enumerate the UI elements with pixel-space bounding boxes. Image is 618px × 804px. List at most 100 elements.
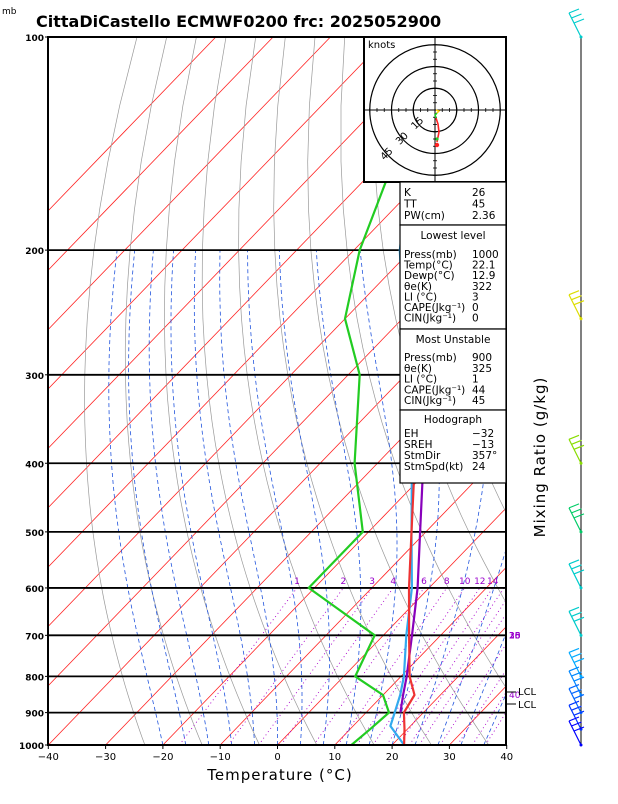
wind-barb-dot [580,462,583,465]
wind-barb-flag [569,560,579,564]
wind-barb-500 [569,504,584,534]
mixing-ratio-line [419,588,523,745]
dry-adiabat [202,37,317,745]
hodograph-units: knots [368,40,395,51]
hodograph-marker [435,137,438,140]
pressure-tick-1000: 1000 [19,742,44,752]
mixing-ratio-label-6: 6 [421,577,427,587]
wind-barb-flag [574,711,584,715]
mixing-ratio-line [472,588,573,745]
wind-barb-dot [580,317,583,320]
wind-barb-600 [569,560,584,590]
pressure-tick-700: 700 [25,632,44,642]
wind-barb-flag [569,717,579,721]
mixing-ratio-line [485,588,585,745]
wind-barb-250 [569,291,584,321]
wind-barb-flag [572,509,582,513]
wind-barb-flag [574,570,584,574]
mixing-ratio-label-14: 14 [487,577,499,587]
wind-barb-flag [574,658,584,662]
wind-barb-dot [580,36,583,39]
wind-barb-flag [574,677,584,681]
wind-barb-flag [569,504,579,508]
mixing-ratio-label-8: 8 [444,577,450,587]
chart-title: CittaDiCastello ECMWF0200 frc: 202505290… [36,12,441,31]
lcl-label-2: LCL [518,700,537,711]
mu-value-4: 45 [472,395,485,407]
wind-barb-flag [574,301,584,305]
pressure-tick-400: 400 [25,460,44,470]
moist-adiabat [109,250,163,745]
mixing-ratio-line [440,588,543,745]
dry-adiabat [125,37,202,745]
dry-adiabat [552,37,618,745]
wind-barb-flag [574,445,584,449]
isotherm-line [0,37,618,745]
x-tick-label-40: 40 [500,752,513,763]
general-value-0: 26 [472,187,486,199]
wind-barb-flag [572,565,582,569]
wind-barb-flag [574,727,584,731]
wind-barb-dot [580,586,583,589]
moist-adiabat [360,250,397,745]
mixing-ratio-line [259,588,372,745]
moist-adiabat [316,250,361,745]
mu-label-4: CIN(Jkg⁻¹) [404,395,456,407]
mixing-ratio-label-12: 12 [474,577,485,587]
lowest-label-6: CIN(Jkg⁻¹) [404,313,456,325]
pressure-tick-500: 500 [25,529,44,539]
wind-barb-flag [572,722,582,726]
x-tick-label--40: −40 [38,752,59,763]
storm-motion-marker [435,143,439,147]
hodo-label-3: StmSpd(kt) [404,461,463,473]
wind-barb-flag [569,291,579,295]
general-label-0: K [404,187,412,199]
wind-barb-flag [569,9,579,13]
lowest-value-6: 0 [472,313,479,325]
mixing-ratio-line [281,588,393,745]
x-tick-label-0: 0 [274,752,280,763]
isotherm-line [0,37,330,745]
general-label-2: PW(cm) [404,210,445,222]
x-tick-label-30: 30 [443,752,456,763]
wind-barbs [569,9,584,747]
wind-barb-flag [572,612,582,616]
wind-barb-flag [569,648,579,652]
isotherm-line [564,37,618,745]
wind-barb-700 [569,607,584,637]
pressure-tick-900: 900 [25,710,44,720]
dry-adiabat [582,37,618,745]
mixing-ratio-label-1: 1 [294,577,300,587]
wind-barb-flag [574,514,584,518]
hodograph-title: Hodograph [424,414,482,426]
pressure-tick-600: 600 [25,585,44,595]
wind-barb-dot [580,530,583,533]
wind-barb-dot [580,744,583,747]
x-tick-label--10: −10 [210,752,231,763]
wind-barb-flag [572,653,582,657]
wind-barb-flag [569,607,579,611]
pressure-tick-200: 200 [25,247,44,257]
general-value-2: 2.36 [472,210,496,222]
pressure-tick-800: 800 [25,673,44,683]
right-axis-label: Mixing Ratio (g/kg) [531,377,549,538]
x-tick-label-10: 10 [328,752,341,763]
mixing-ratio-line [373,588,480,745]
dry-adiabat [612,37,618,745]
wind-barb-flag [574,695,584,699]
x-axis-label: Temperature (°C) [206,766,352,784]
pressure-tick-100: 100 [25,34,44,44]
mixing-ratio-label-10: 10 [459,577,471,587]
lcl-label-1: LCL [518,687,537,698]
general-label-1: TT [403,199,417,211]
isotherm-line [507,37,618,745]
pressure-tick-300: 300 [25,372,44,382]
mixing-ratio-label-35: 35 [509,631,520,641]
mixing-ratio-line [409,588,514,745]
general-value-1: 45 [472,199,485,211]
